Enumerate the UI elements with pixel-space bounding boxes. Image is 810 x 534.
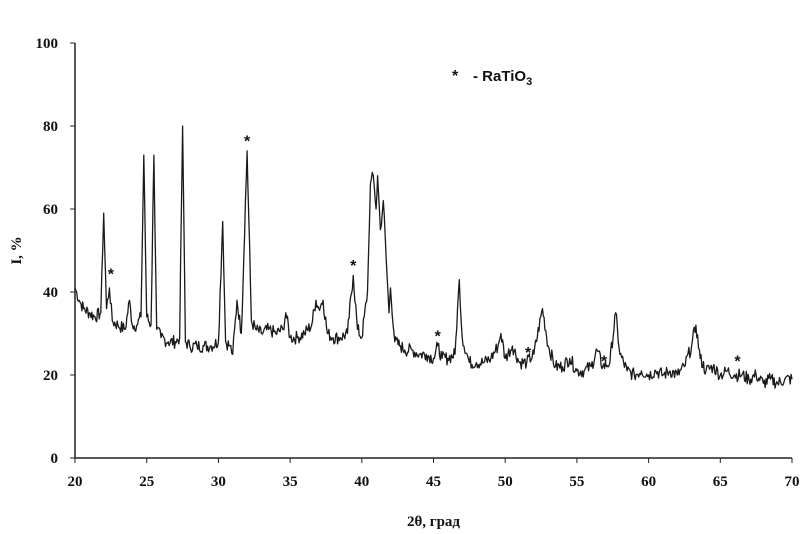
x-tick-label: 70 (785, 474, 800, 490)
peak-marker: * (435, 329, 442, 346)
axes: 20 25 30 35 40 45 50 55 60 65 70 0 20 40 60 80 100 (36, 36, 800, 490)
peak-marker: * (350, 258, 357, 275)
x-tick-label: 45 (426, 474, 441, 490)
peak-markers: * * * * * * * (108, 133, 742, 370)
peak-marker: * (525, 345, 532, 362)
x-axis-title: 2θ, град (407, 514, 460, 530)
x-tick-label: 55 (569, 474, 584, 490)
y-tick-label: 80 (43, 119, 58, 135)
x-tick-label: 20 (68, 474, 83, 490)
series-line (74, 125, 793, 389)
y-tick-label: 0 (51, 451, 59, 467)
peak-marker: * (244, 133, 251, 150)
legend-label-subscript: 3 (526, 76, 532, 88)
y-tick-label: 20 (43, 368, 58, 384)
legend-marker: * (452, 68, 459, 85)
peak-marker: * (601, 353, 608, 370)
x-tick-label: 35 (283, 474, 298, 490)
x-tick-label: 60 (641, 474, 656, 490)
x-tick-label: 25 (139, 474, 154, 490)
x-tick-label: 50 (498, 474, 513, 490)
x-tick-label: 65 (713, 474, 728, 490)
x-ticks: 20 25 30 35 40 45 50 55 60 65 70 (68, 458, 800, 490)
x-tick-label: 30 (211, 474, 226, 490)
x-tick-label: 40 (354, 474, 369, 490)
y-tick-label: 100 (36, 36, 59, 52)
legend-label: - RaTiO3 (473, 68, 532, 88)
legend: * - RaTiO3 (452, 68, 532, 88)
legend-label-main: - RaTiO (473, 68, 526, 85)
y-axis-title: I, % (9, 236, 25, 264)
peak-marker: * (108, 266, 115, 283)
y-tick-label: 40 (43, 285, 58, 301)
y-tick-label: 60 (43, 202, 58, 218)
y-ticks: 0 20 40 60 80 100 (36, 36, 75, 467)
peak-marker: * (734, 353, 741, 370)
